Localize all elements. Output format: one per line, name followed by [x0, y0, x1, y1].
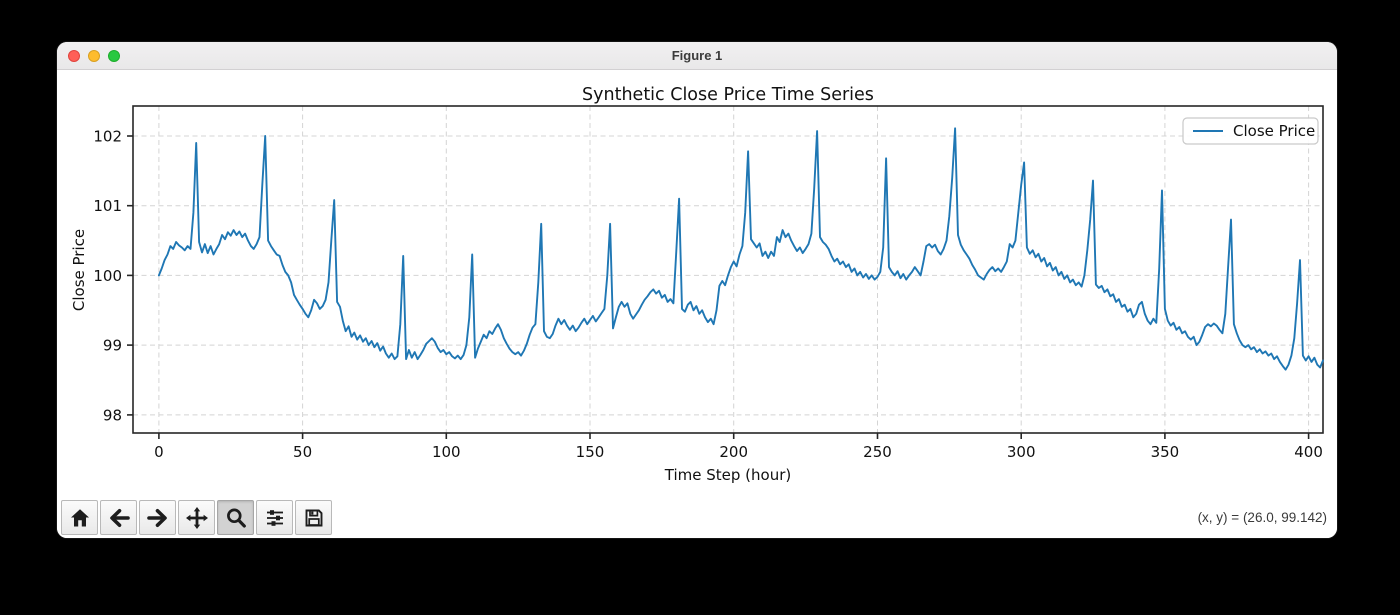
y-tick-label: 100: [93, 267, 122, 285]
y-tick-label: 99: [103, 337, 122, 355]
save-button[interactable]: [295, 500, 332, 535]
maximize-window-icon[interactable]: [108, 50, 120, 62]
x-tick-label: 50: [293, 443, 312, 461]
plot-frame: [132, 105, 1324, 434]
line-chart[interactable]: 0 50 100 150 200 250 300 350 400 98 99 100 101 102 Sy…: [57, 70, 1337, 497]
subplots-button[interactable]: [256, 500, 293, 535]
sliders-icon: [266, 509, 283, 526]
x-tick-label: 250: [863, 443, 892, 461]
y-tick-label: 101: [93, 197, 122, 215]
x-tick-label: 0: [154, 443, 164, 461]
legend-label: Close Price: [1233, 122, 1315, 140]
axis-ticks: [127, 135, 1310, 439]
close-price-line: [157, 127, 1324, 371]
minimize-window-icon[interactable]: [88, 50, 100, 62]
legend-box: [1182, 117, 1319, 145]
forward-button[interactable]: [139, 500, 176, 535]
y-tick-label: 102: [93, 128, 122, 146]
x-tick-label: 150: [576, 443, 605, 461]
matplotlib-toolbar: (x, y) = (26.0, 99.142): [57, 497, 1337, 538]
back-button[interactable]: [100, 500, 137, 535]
x-tick-label: 100: [432, 443, 461, 461]
x-tick-label: 200: [719, 443, 748, 461]
y-tick-label: 98: [103, 406, 122, 424]
forward-arrow-icon: [146, 508, 167, 527]
figure-area[interactable]: 0 50 100 150 200 250 300 350 400 98 99 100 101 102 Sy…: [57, 70, 1337, 497]
legend[interactable]: Close Price: [1182, 117, 1319, 145]
zoom-magnifier-icon: [226, 508, 246, 528]
home-icon: [70, 508, 89, 526]
back-arrow-icon: [109, 508, 130, 527]
figure-window: Figure 1 0 50 100 150 200 250 300 350 400 98 99 100…: [57, 42, 1337, 538]
close-window-icon[interactable]: [68, 50, 80, 62]
cursor-coordinates-status: (x, y) = (26.0, 99.142): [1197, 510, 1327, 525]
x-tick-label: 350: [1151, 443, 1180, 461]
chart-title: Synthetic Close Price Time Series: [582, 85, 874, 105]
pan-button[interactable]: [178, 500, 215, 535]
window-title: Figure 1: [671, 48, 723, 63]
traffic-lights: [68, 50, 120, 62]
home-button[interactable]: [61, 500, 98, 535]
x-axis-label: Time Step (hour): [664, 466, 791, 484]
y-axis-label: Close Price: [70, 229, 88, 311]
x-tick-label: 300: [1007, 443, 1036, 461]
save-floppy-icon: [305, 509, 322, 526]
window-titlebar[interactable]: Figure 1: [57, 42, 1337, 70]
zoom-button[interactable]: [217, 500, 254, 535]
x-tick-label: 400: [1294, 443, 1323, 461]
tick-labels: 0 50 100 150 200 250 300 350 400 98 99 100 101 102: [93, 128, 1323, 462]
grid-lines: [133, 106, 1323, 433]
pan-move-icon: [185, 506, 208, 529]
toolbar-buttons: [57, 500, 332, 535]
